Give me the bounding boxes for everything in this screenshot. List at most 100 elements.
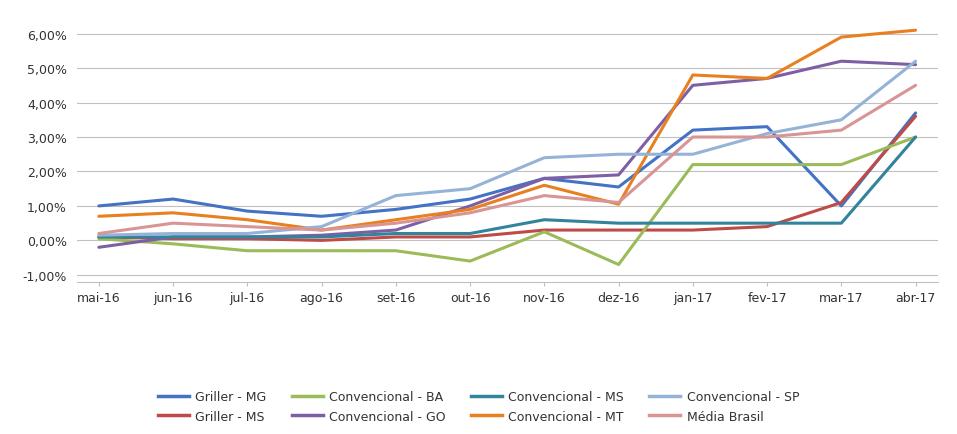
Média Brasil: [910, 83, 922, 89]
Média Brasil: [835, 128, 847, 133]
Line: Convencional - MT: Convencional - MT: [99, 31, 916, 230]
Convencional - SP: [316, 224, 327, 230]
Convencional - GO: [464, 204, 476, 209]
Griller - MG: [241, 209, 253, 214]
Griller - MG: [316, 214, 327, 219]
Convencional - MS: [687, 221, 699, 226]
Convencional - BA: [687, 163, 699, 168]
Convencional - GO: [612, 173, 624, 178]
Convencional - SP: [93, 233, 104, 238]
Convencional - MT: [93, 214, 104, 219]
Griller - MS: [762, 224, 773, 230]
Convencional - MS: [612, 221, 624, 226]
Convencional - MT: [612, 202, 624, 207]
Média Brasil: [167, 221, 179, 226]
Griller - MG: [762, 125, 773, 130]
Convencional - BA: [835, 163, 847, 168]
Convencional - MT: [316, 228, 327, 233]
Griller - MG: [687, 128, 699, 133]
Griller - MS: [316, 238, 327, 243]
Média Brasil: [612, 201, 624, 206]
Média Brasil: [316, 228, 327, 233]
Convencional - MT: [390, 217, 402, 223]
Convencional - MT: [167, 211, 179, 216]
Convencional - SP: [390, 194, 402, 199]
Convencional - SP: [464, 187, 476, 192]
Line: Griller - MG: Griller - MG: [99, 114, 916, 217]
Convencional - MT: [762, 77, 773, 82]
Convencional - BA: [612, 262, 624, 267]
Convencional - BA: [464, 259, 476, 264]
Convencional - MS: [241, 235, 253, 240]
Convencional - GO: [539, 176, 550, 181]
Convencional - MS: [464, 231, 476, 237]
Convencional - MT: [539, 183, 550, 188]
Convencional - BA: [316, 249, 327, 254]
Griller - MG: [464, 197, 476, 202]
Média Brasil: [762, 135, 773, 140]
Convencional - SP: [835, 118, 847, 123]
Convencional - GO: [687, 83, 699, 89]
Griller - MS: [464, 235, 476, 240]
Griller - MS: [241, 237, 253, 242]
Média Brasil: [241, 224, 253, 230]
Griller - MS: [687, 228, 699, 233]
Convencional - GO: [835, 59, 847, 65]
Griller - MG: [835, 204, 847, 209]
Convencional - MT: [687, 73, 699, 79]
Line: Convencional - BA: Convencional - BA: [99, 138, 916, 265]
Convencional - GO: [316, 233, 327, 238]
Convencional - GO: [93, 245, 104, 250]
Convencional - MS: [910, 135, 922, 140]
Média Brasil: [93, 231, 104, 237]
Convencional - MS: [316, 235, 327, 240]
Convencional - BA: [762, 163, 773, 168]
Convencional - MS: [539, 217, 550, 223]
Convencional - MT: [835, 36, 847, 41]
Convencional - MT: [241, 217, 253, 223]
Convencional - BA: [390, 249, 402, 254]
Média Brasil: [464, 211, 476, 216]
Convencional - GO: [762, 77, 773, 82]
Line: Convencional - MS: Convencional - MS: [99, 138, 916, 237]
Convencional - GO: [390, 228, 402, 233]
Convencional - MS: [762, 221, 773, 226]
Convencional - BA: [910, 135, 922, 140]
Griller - MS: [612, 228, 624, 233]
Convencional - MS: [835, 221, 847, 226]
Convencional - BA: [167, 242, 179, 247]
Griller - MG: [93, 204, 104, 209]
Convencional - BA: [93, 237, 104, 242]
Griller - MS: [910, 115, 922, 120]
Griller - MS: [167, 237, 179, 242]
Convencional - MT: [464, 207, 476, 213]
Convencional - SP: [241, 231, 253, 237]
Griller - MS: [835, 201, 847, 206]
Convencional - SP: [687, 152, 699, 158]
Griller - MG: [539, 176, 550, 181]
Convencional - SP: [167, 231, 179, 237]
Convencional - SP: [762, 132, 773, 137]
Line: Convencional - SP: Convencional - SP: [99, 62, 916, 236]
Griller - MG: [612, 185, 624, 190]
Convencional - BA: [539, 230, 550, 235]
Griller - MS: [93, 235, 104, 240]
Griller - MS: [390, 235, 402, 240]
Line: Convencional - GO: Convencional - GO: [99, 62, 916, 248]
Convencional - MS: [93, 235, 104, 240]
Convencional - SP: [612, 152, 624, 158]
Griller - MG: [390, 207, 402, 213]
Convencional - MS: [167, 235, 179, 240]
Line: Média Brasil: Média Brasil: [99, 86, 916, 234]
Média Brasil: [687, 135, 699, 140]
Convencional - SP: [910, 59, 922, 65]
Griller - MG: [167, 197, 179, 202]
Line: Griller - MS: Griller - MS: [99, 117, 916, 241]
Convencional - MT: [910, 29, 922, 34]
Convencional - SP: [539, 156, 550, 161]
Legend: Griller - MG, Griller - MS, Convencional - BA, Convencional - GO, Convencional -: Griller - MG, Griller - MS, Convencional…: [153, 386, 804, 428]
Convencional - GO: [241, 235, 253, 240]
Convencional - GO: [910, 63, 922, 68]
Média Brasil: [390, 221, 402, 226]
Convencional - BA: [241, 249, 253, 254]
